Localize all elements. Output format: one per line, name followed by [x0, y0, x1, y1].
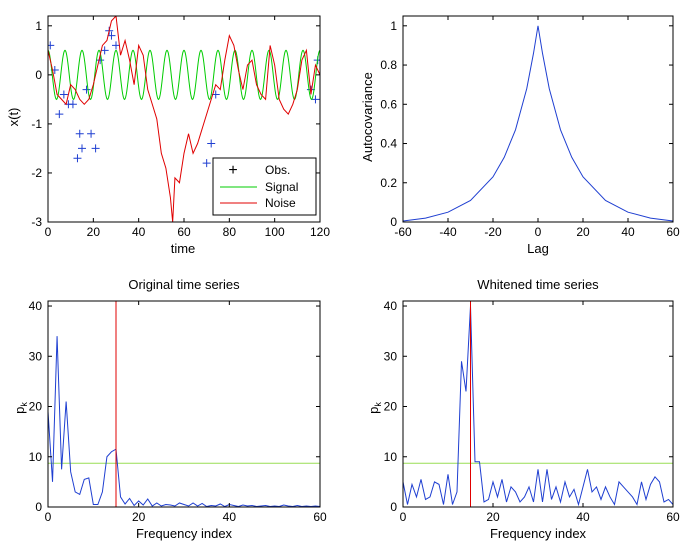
legend-signal-label: Signal: [265, 180, 298, 194]
x-tick-label: 0: [45, 510, 52, 524]
x-tick-label: 100: [265, 225, 285, 239]
series-group: [403, 25, 673, 222]
panel-original-spectrum: Original time series 0 20 40 60 40 30 20 10 0 Fr…: [12, 277, 327, 541]
x-tick-label: 60: [313, 510, 327, 524]
obs-point: [73, 154, 82, 163]
y-tick-label: -2: [31, 166, 42, 180]
plot-area-time-series: 0 20 40 60 80 100 120 1 0 -1 -2 -3: [31, 15, 330, 239]
y-tick-label: 40: [384, 299, 398, 313]
y-tick-label: 1: [35, 19, 42, 33]
axes-box: [47, 300, 321, 508]
y-tick-label: 20: [29, 400, 43, 414]
series-line-0: [403, 25, 673, 222]
x-tick-label: 0: [400, 510, 407, 524]
plot-area-original: 0 20 40 60 40 30 20 10 0: [29, 299, 327, 524]
y-tick-label: 0.6: [380, 97, 397, 111]
y-tick-label: 0.2: [380, 176, 397, 190]
x-tick-label: -60: [394, 225, 412, 239]
series-noise: [48, 16, 320, 222]
y-tick-label: 0.8: [380, 58, 397, 72]
axes-box: [402, 300, 674, 508]
series-line-0: [48, 336, 320, 507]
y-tick-label: 1: [390, 19, 397, 33]
obs-point: [112, 41, 120, 50]
y-tick-label: 0: [35, 68, 42, 82]
x-tick-label: 20: [486, 510, 500, 524]
y-tick-label: 30: [29, 349, 43, 363]
ylabel-time-series: x(t): [6, 108, 21, 127]
obs-point: [78, 144, 86, 153]
x-tick-label: 20: [132, 510, 146, 524]
x-tick-label: 40: [132, 225, 146, 239]
ylabel-whitened: pk: [366, 402, 383, 414]
series-group: [403, 301, 673, 507]
x-tick-label: 0: [45, 225, 52, 239]
panel-whitened-spectrum: Whitened time series 0 20 40 60 40 30 20 10 0 Fr…: [366, 277, 680, 541]
x-tick-label: 40: [576, 510, 590, 524]
x-tick-label: 60: [666, 510, 680, 524]
obs-point: [59, 90, 68, 99]
series-line-0: [403, 305, 673, 507]
y-tick-label: 0.4: [380, 137, 397, 151]
obs-point: [55, 110, 64, 119]
y-tick-label: 0: [390, 215, 397, 229]
obs-point: [87, 129, 96, 138]
xlabel-autocovariance: Lag: [527, 241, 549, 256]
obs-point: [207, 139, 216, 148]
x-tick-label: 40: [223, 510, 237, 524]
axes-box: [402, 15, 674, 223]
obs-point: [96, 56, 105, 65]
x-tick-label: 40: [621, 225, 635, 239]
y-tick-label: -3: [31, 215, 42, 229]
y-tick-label: 20: [384, 400, 398, 414]
obs-point: [100, 46, 109, 55]
y-tick-label: 10: [384, 450, 398, 464]
x-tick-label: 120: [310, 225, 330, 239]
x-tick-label: 20: [576, 225, 590, 239]
plot-area-whitened: 0 20 40 60 40 30 20 10 0: [384, 299, 680, 524]
title-whitened: Whitened time series: [477, 277, 599, 292]
xlabel-time-series: time: [171, 241, 196, 256]
x-tick-label: 60: [177, 225, 191, 239]
obs-point: [68, 100, 77, 109]
ylabel-autocovariance: Autocovariance: [360, 72, 375, 162]
panel-time-series: 0 20 40 60 80 100 120 1 0 -1 -2 -3 time x(t) + Obs.…: [6, 15, 330, 256]
xlabel-original: Frequency index: [136, 526, 233, 541]
y-tick-label: 0: [35, 500, 42, 514]
series-group: [48, 301, 320, 507]
x-tick-label: 20: [87, 225, 101, 239]
ylabel-original: pk: [12, 402, 29, 414]
series-signal: [48, 49, 320, 101]
obs-point: [202, 159, 211, 168]
obs-point: [82, 85, 91, 94]
series-group: [48, 16, 320, 222]
plot-area-autocovariance: -60 -40 -20 0 20 40 60 1 0.8 0.6 0.4 0.2 0: [380, 15, 680, 239]
legend-obs-marker: +: [228, 162, 237, 179]
y-tick-label: -1: [31, 117, 42, 131]
y-tick-label: 0: [390, 500, 397, 514]
obs-point: [75, 129, 84, 138]
legend: + Obs. Signal Noise: [212, 157, 317, 216]
obs-point: [107, 31, 116, 40]
panel-autocovariance: -60 -40 -20 0 20 40 60 1 0.8 0.6 0.4 0.2 0 Lag Autoc…: [360, 15, 680, 256]
title-original: Original time series: [128, 277, 240, 292]
x-tick-label: -20: [484, 225, 502, 239]
x-tick-label: -40: [439, 225, 457, 239]
legend-obs-label: Obs.: [265, 163, 290, 177]
xlabel-whitened: Frequency index: [490, 526, 587, 541]
x-tick-label: 80: [223, 225, 237, 239]
obs-point: [48, 41, 55, 50]
y-tick-label: 10: [29, 450, 43, 464]
y-tick-label: 30: [384, 349, 398, 363]
obs-point: [311, 95, 320, 104]
obs-point: [91, 144, 100, 153]
y-tick-label: 40: [29, 299, 43, 313]
x-tick-label: 60: [666, 225, 680, 239]
x-tick-label: 0: [535, 225, 542, 239]
legend-noise-label: Noise: [265, 196, 296, 210]
